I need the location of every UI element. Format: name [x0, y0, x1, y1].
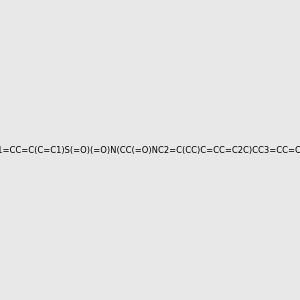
- Text: CCOC1=CC=C(C=C1)S(=O)(=O)N(CC(=O)NC2=C(CC)C=CC=C2C)CC3=CC=CC=C3: CCOC1=CC=C(C=C1)S(=O)(=O)N(CC(=O)NC2=C(C…: [0, 146, 300, 154]
